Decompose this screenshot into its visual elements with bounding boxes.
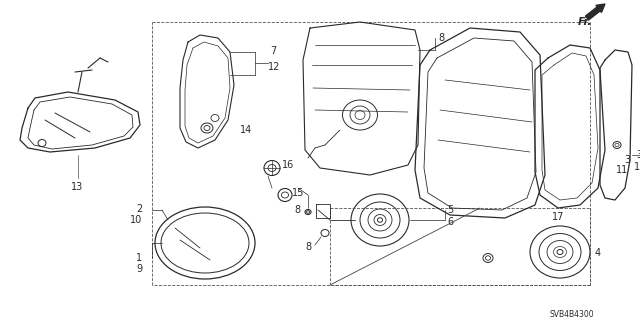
Text: 13: 13 (71, 182, 83, 192)
Text: 8: 8 (294, 205, 300, 215)
FancyArrow shape (586, 4, 605, 20)
Text: SVB4B4300: SVB4B4300 (550, 310, 595, 319)
Text: 8: 8 (305, 242, 311, 252)
Text: 10: 10 (130, 215, 142, 225)
Text: 12: 12 (268, 62, 280, 72)
Text: 11: 11 (616, 165, 628, 175)
Text: 8: 8 (438, 33, 444, 43)
Text: 3: 3 (624, 155, 630, 165)
Text: 11: 11 (634, 162, 640, 172)
Text: 2: 2 (136, 204, 142, 214)
Text: 14: 14 (240, 125, 252, 135)
Text: Fr.: Fr. (578, 17, 593, 27)
Text: 7: 7 (270, 46, 276, 56)
Text: 9: 9 (136, 264, 142, 274)
Text: 3: 3 (636, 150, 640, 160)
Text: 5: 5 (447, 205, 453, 215)
Text: 1: 1 (136, 253, 142, 263)
Text: 16: 16 (282, 160, 294, 170)
Text: 6: 6 (447, 217, 453, 227)
Text: 17: 17 (552, 212, 564, 222)
Text: 15: 15 (292, 188, 305, 198)
Text: 4: 4 (595, 248, 601, 258)
